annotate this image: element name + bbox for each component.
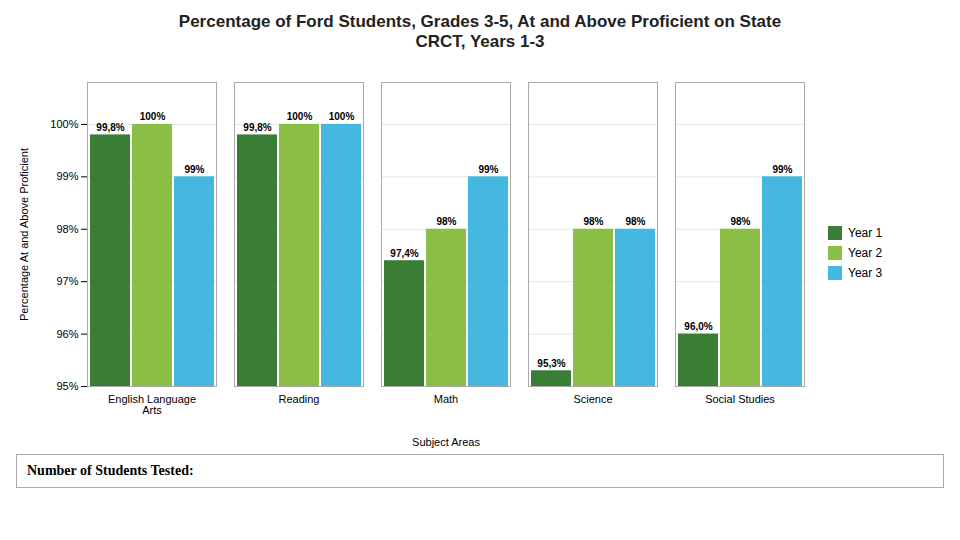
svg-text:98%: 98%	[730, 216, 750, 227]
svg-text:Percentage At and Above Profic: Percentage At and Above Proficient	[18, 148, 30, 321]
svg-text:100%: 100%	[287, 111, 313, 122]
svg-text:100%: 100%	[140, 111, 166, 122]
svg-text:98%: 98%	[583, 216, 603, 227]
svg-text:Math: Math	[434, 393, 458, 405]
svg-text:99%: 99%	[56, 170, 78, 182]
html-text:Year 3: Year 3	[848, 266, 883, 280]
svg-text:100%: 100%	[50, 118, 78, 130]
svg-text:97,4%: 97,4%	[390, 248, 418, 259]
html-text:Year 2: Year 2	[848, 246, 883, 260]
svg-text:95,3%: 95,3%	[537, 358, 565, 369]
svg-text:100%: 100%	[329, 111, 355, 122]
svg-text:99%: 99%	[184, 164, 204, 175]
svg-text:99,8%: 99,8%	[243, 122, 271, 133]
svg-text:Social Studies: Social Studies	[705, 393, 775, 405]
svg-text:96,0%: 96,0%	[684, 321, 712, 332]
svg-text:95%: 95%	[56, 380, 78, 392]
svg-text:98%: 98%	[625, 216, 645, 227]
svg-text:96%: 96%	[56, 328, 78, 340]
svg-text:99,8%: 99,8%	[96, 122, 124, 133]
svg-text:97%: 97%	[56, 275, 78, 287]
svg-text:Reading: Reading	[279, 393, 320, 405]
svg-text:Science: Science	[573, 393, 612, 405]
svg-text:English LanguageArts: English LanguageArts	[108, 393, 196, 416]
svg-text:98%: 98%	[436, 216, 456, 227]
html-text:Percentage of Ford Students, G: Percentage of Ford Students, Grades 3-5,…	[178, 12, 782, 51]
svg-text:98%: 98%	[56, 223, 78, 235]
svg-text:99%: 99%	[772, 164, 792, 175]
svg-text:Subject Areas: Subject Areas	[412, 436, 480, 448]
html-text:Number of Students Tested:: Number of Students Tested:	[27, 463, 194, 478]
html-text:Year 1: Year 1	[848, 226, 883, 240]
svg-text:99%: 99%	[478, 164, 498, 175]
